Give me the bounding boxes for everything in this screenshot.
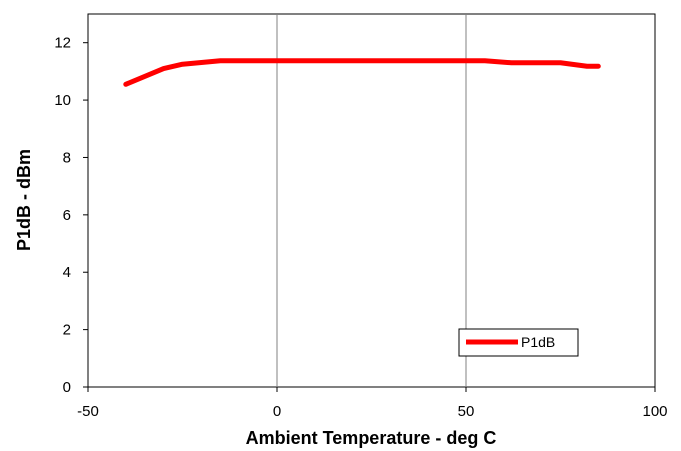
y-tick-label: 8 <box>63 149 71 166</box>
plot-area <box>87 13 656 388</box>
y-axis-title: P1dB - dBm <box>14 149 34 251</box>
y-tick-label: 12 <box>54 35 71 52</box>
y-tick-label: 6 <box>63 207 71 224</box>
legend-label-p1db: P1dB <box>521 334 555 350</box>
legend: P1dB <box>458 328 579 357</box>
series-layer <box>123 58 601 87</box>
x-tick-label: 100 <box>642 403 667 420</box>
x-tick-label: -50 <box>77 403 99 420</box>
series-line-p1db <box>123 58 601 87</box>
x-tick-label: 50 <box>458 403 475 420</box>
x-tick-label: 0 <box>273 403 281 420</box>
y-tick-label: 2 <box>63 322 71 339</box>
x-axis-title: Ambient Temperature - deg C <box>246 428 497 448</box>
y-tick-label: 10 <box>54 92 71 109</box>
y-tick-label: 0 <box>63 379 71 396</box>
gridlines <box>276 14 467 387</box>
axis-ticks: -50 0 50 100 0 2 4 6 8 10 12 <box>54 35 667 420</box>
y-tick-label: 4 <box>63 264 71 281</box>
